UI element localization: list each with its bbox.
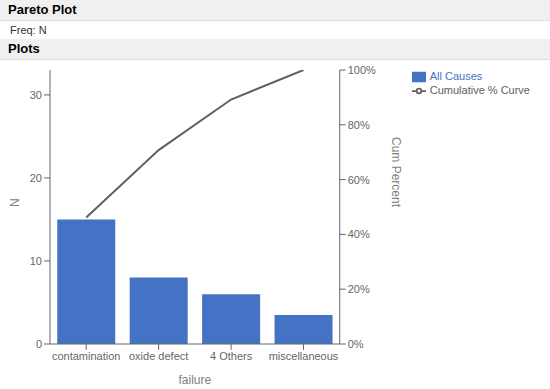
svg-text:30: 30 [30,89,42,101]
svg-text:0: 0 [36,338,42,350]
svg-text:oxide defect: oxide defect [129,350,188,362]
svg-text:N: N [8,198,22,207]
svg-text:80%: 80% [348,119,370,131]
html-text:Cumulative % Curve: Cumulative % Curve [429,84,530,97]
html-text:Plots: Plots [8,41,40,56]
html-text:Pareto Plot: Pareto Plot [8,2,77,17]
html-text:All Causes: All Causes [429,70,483,82]
svg-text:10: 10 [30,255,42,267]
svg-text:4 Others: 4 Others [210,350,253,362]
svg-text:Cum Percent: Cum Percent [389,137,403,208]
svg-text:miscellaneous: miscellaneous [269,350,339,362]
svg-text:0%: 0% [348,338,364,350]
svg-text:contamination: contamination [52,350,121,362]
html-text:Freq: N: Freq: N [10,24,47,36]
svg-text:40%: 40% [348,228,370,240]
svg-text:20: 20 [30,172,42,184]
svg-text:100%: 100% [348,64,376,76]
svg-text:failure: failure [179,373,212,387]
svg-text:60%: 60% [348,174,370,186]
svg-text:20%: 20% [348,283,370,295]
